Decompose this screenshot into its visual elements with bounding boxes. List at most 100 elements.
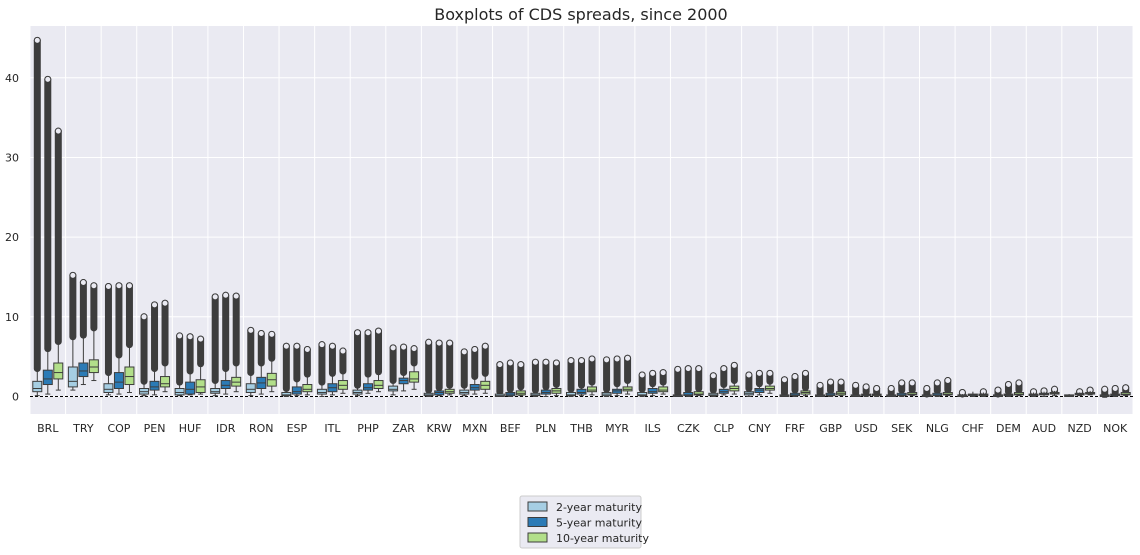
outlier-point (684, 365, 692, 373)
outlier-point (827, 378, 835, 386)
outlier-point (375, 327, 383, 335)
outlier-point (695, 365, 703, 373)
box-ils-series-1 (637, 371, 648, 397)
box-brl-series-1 (32, 36, 43, 397)
box-huf-series-2 (185, 333, 196, 396)
box-try-series-2 (78, 279, 89, 386)
box-body (195, 379, 206, 393)
outlier-point (161, 299, 169, 307)
outlier-point (44, 75, 52, 83)
box-body (658, 386, 669, 393)
x-tick-label-idr: IDR (216, 422, 236, 435)
box-body (210, 388, 221, 394)
outlier-point (1111, 385, 1119, 393)
box-php-series-2 (363, 329, 374, 394)
box-body (42, 369, 53, 386)
outlier-point (542, 358, 550, 366)
box-frf-series-2 (789, 373, 800, 397)
x-tick-label-frf: FRF (785, 422, 805, 435)
x-tick-label-cop: COP (107, 422, 130, 435)
outlier-point (1015, 379, 1023, 387)
outlier-point (887, 385, 895, 393)
outlier-point (247, 326, 255, 334)
x-tick-label-nzd: NZD (1068, 422, 1092, 435)
plot-area (30, 26, 1133, 414)
legend-label-1: 2-year maturity (556, 501, 642, 514)
outlier-point (791, 373, 799, 381)
box-brl-series-3 (53, 127, 64, 391)
outlier-point (709, 372, 717, 380)
outlier-point (328, 342, 336, 350)
box-ron-series-1 (245, 326, 256, 397)
outlier-point (282, 342, 290, 350)
box-zar-series-1 (388, 344, 399, 396)
box-sek-series-3 (907, 379, 918, 397)
box-krw-series-3 (444, 339, 455, 396)
box-clp-series-2 (718, 365, 729, 396)
outlier-point (898, 379, 906, 387)
box-body (576, 388, 587, 395)
box-gbp-series-3 (836, 378, 847, 397)
box-nlg-series-1 (921, 385, 932, 398)
box-body (32, 380, 43, 393)
x-tick-label-gbp: GBP (819, 422, 842, 435)
x-tick-label-krw: KRW (427, 422, 452, 435)
outlier-point (649, 369, 657, 377)
outlier-point (517, 361, 525, 369)
box-body (103, 383, 114, 393)
outlier-point (460, 348, 468, 356)
chart-title: Boxplots of CDS spreads, since 2000 (434, 5, 727, 24)
outlier-point (435, 339, 443, 347)
box-body (149, 380, 160, 391)
box-php-series-1 (352, 329, 363, 397)
box-usd-series-2 (861, 383, 872, 397)
box-body (245, 383, 256, 393)
outlier-point (400, 343, 408, 351)
box-bef-series-3 (515, 361, 526, 397)
box-layer (32, 36, 1131, 398)
outlier-point (720, 365, 728, 373)
box-itl-series-2 (327, 342, 338, 396)
outlier-point (125, 282, 133, 290)
outlier-point (624, 354, 632, 362)
box-ron-series-2 (256, 330, 267, 395)
legend-label-2: 5-year maturity (556, 517, 642, 530)
outlier-point (211, 293, 219, 301)
box-zar-series-2 (398, 343, 409, 392)
outlier-point (613, 355, 621, 363)
outlier-point (780, 376, 788, 384)
box-chf-series-2 (967, 391, 978, 397)
x-tick-label-ron: RON (249, 422, 274, 435)
legend-swatch-3 (527, 532, 548, 543)
box-krw-series-1 (423, 338, 434, 397)
outlier-point (603, 356, 611, 364)
outlier-point (389, 344, 397, 352)
legend-frame (519, 495, 642, 549)
box-pln-series-3 (551, 359, 562, 397)
x-tick-label-try: TRY (72, 422, 94, 435)
outlier-point (303, 345, 311, 353)
box-try-series-3 (88, 282, 99, 382)
box-chf-series-3 (978, 388, 989, 397)
outlier-point (104, 283, 112, 291)
box-nlg-series-3 (942, 377, 953, 397)
box-bef-series-2 (505, 359, 516, 397)
outlier-point (837, 378, 845, 386)
x-tick-label-itl: ITL (324, 422, 341, 435)
legend-items: 2-year maturity 5-year maturity 10-year ma… (527, 501, 649, 545)
box-esp-series-2 (291, 342, 302, 397)
box-mxn-series-2 (469, 345, 480, 395)
box-usd-series-1 (850, 381, 861, 397)
box-aud-series-3 (1049, 385, 1060, 397)
box-pen-series-2 (149, 301, 160, 396)
box-cny-series-2 (754, 369, 765, 396)
outlier-point (232, 292, 240, 300)
outlier-point (176, 332, 184, 340)
outlier-point (873, 385, 881, 393)
box-myr-series-3 (622, 354, 633, 395)
outlier-point (33, 36, 41, 44)
outlier-point (364, 329, 372, 337)
box-idr-series-3 (231, 292, 242, 393)
